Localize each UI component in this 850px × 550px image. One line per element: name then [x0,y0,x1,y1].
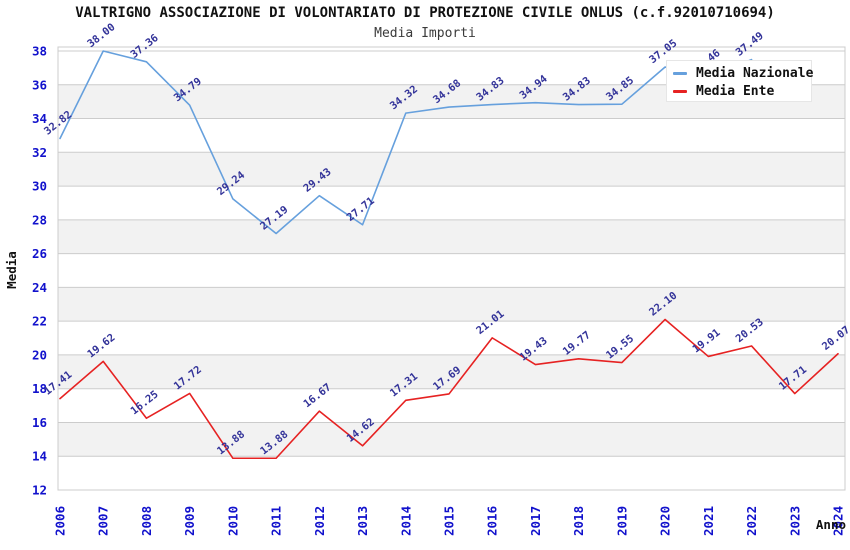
y-tick-label: 24 [32,280,47,295]
data-point-label: 37.49 [734,30,766,59]
grid-band [58,287,845,322]
legend-item-media-ente: Media Ente [673,82,805,100]
x-axis-title: Anno [816,517,846,532]
x-tick-label: 2007 [96,506,111,536]
x-tick-label: 2024 [831,506,846,536]
x-tick-label: 2022 [744,506,759,536]
legend-label-media-nazionale: Media Nazionale [696,65,814,81]
x-tick-label: 2019 [614,506,629,536]
x-tick-label: 2015 [442,506,457,536]
x-tick-label: 2014 [398,506,413,536]
x-tick-label: 2006 [53,506,68,536]
data-point-label: 38.00 [85,21,117,50]
grid-band [58,422,845,457]
data-point-label: 19.77 [561,329,593,358]
x-tick-label: 2021 [701,506,716,536]
x-tick-label: 2009 [182,506,197,536]
x-tick-label: 2008 [139,506,154,536]
x-tick-label: 2017 [528,506,543,536]
x-axis-tick-labels: 2006 2007 2008 2009 2010 2011 2012 2013 2014 2015… [53,506,846,536]
grid-band [58,219,845,254]
x-tick-label: 2013 [355,506,370,536]
series-line-media-nazionale [59,50,753,235]
data-point-label: 20.07 [820,324,850,353]
y-tick-label: 12 [32,483,47,498]
y-tick-label: 36 [32,77,47,92]
plot-border [57,46,846,491]
y-axis-title: Media [4,251,19,289]
y-tick-label: 14 [32,449,47,464]
y-tick-label: 28 [32,212,47,227]
series-line-media-ente [59,318,839,460]
legend-label-media-ente: Media Ente [696,83,775,99]
x-tick-label: 2023 [787,506,802,536]
x-tick-label: 2010 [225,506,240,536]
legend-item-media-nazionale: Media Nazionale [673,64,813,82]
data-point-label: 37.36 [128,32,160,61]
data-point-label: 19.91 [690,327,722,356]
x-tick-label: 2011 [269,506,284,536]
chart-subtitle: Media Importi [374,26,476,41]
x-tick-label: 2016 [485,506,500,536]
chart-title: VALTRIGNO ASSOCIAZIONE DI VOLONTARIATO D… [75,5,775,21]
grid-bands [58,84,845,457]
x-tick-label: 2012 [312,506,327,536]
y-tick-label: 16 [32,415,47,430]
media-nazionale-line-swatch-icon [673,71,687,75]
y-tick-label: 26 [32,246,47,261]
y-tick-label: 18 [32,381,47,396]
grid-band [58,152,845,187]
y-axis-tick-labels: 12 14 16 18 20 22 24 26 28 30 32 34 36 38 [32,44,47,498]
y-tick-label: 32 [32,145,47,160]
y-tick-label: 20 [32,347,47,362]
y-tick-label: 22 [32,314,47,329]
media-ente-line-swatch-icon [673,89,687,93]
y-tick-label: 34 [32,111,47,126]
x-tick-label: 2018 [571,506,586,536]
grid-band [58,354,845,389]
x-tick-label: 2020 [658,506,673,536]
legend: Media Nazionale Media Ente [666,60,813,102]
y-tick-label: 38 [32,44,47,59]
y-tick-label: 30 [32,179,47,194]
